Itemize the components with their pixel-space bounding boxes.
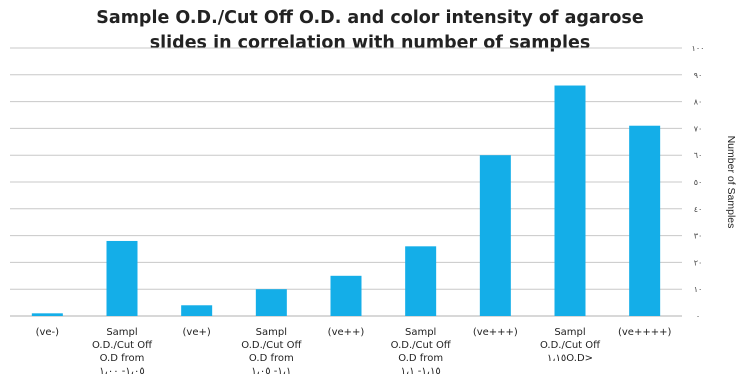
x-category-label: O.D from (398, 353, 443, 364)
x-category-label: (ve+++) (473, 327, 518, 338)
y-tick-label: ٢٠ (694, 258, 703, 267)
y-tick-label: ٣٠ (694, 232, 703, 241)
x-category-label: Sampl (106, 327, 137, 338)
bar (31, 313, 63, 316)
x-category-label: O.D./Cut Off (391, 340, 452, 351)
x-category-label: Sampl (554, 327, 585, 338)
x-category-label: Sampl (405, 327, 436, 338)
x-category-label: O.D./Cut Off (241, 340, 302, 351)
y-axis-ticks: ٠ ١٠ ٢٠ ٣٠ ٤٠ ٥٠ ٦٠ ٧٠ ٨٠ ٩٠ ١٠٠ (692, 44, 705, 321)
chart-title-line-1: Sample O.D./Cut Off O.D. and color inten… (96, 8, 644, 28)
x-category-label: O.D from (100, 353, 145, 364)
x-category-label: O.D from (249, 353, 294, 364)
x-category-label: (ve++) (328, 327, 365, 338)
y-tick-label: ٨٠ (694, 98, 703, 107)
x-category-label: ١،٠٥- ١،٠٠ (99, 366, 144, 377)
y-tick-label: ٦٠ (694, 151, 703, 160)
x-category-label: ١،١٥- ١،١ (401, 366, 441, 377)
y-tick-label: ٤٠ (694, 205, 703, 214)
x-category-label: O.D./Cut Off (92, 340, 153, 351)
y-tick-label: ١٠ (694, 285, 703, 294)
x-category-label: O.D./Cut Off (540, 340, 601, 351)
x-category-label: ١،١٥O.D> (547, 353, 593, 364)
bar (255, 289, 287, 316)
y-tick-label: ٧٠ (694, 124, 703, 133)
chart-title-line-2: slides in correlation with number of sam… (150, 33, 591, 53)
bar (405, 246, 437, 316)
x-category-label: (ve++++) (618, 327, 671, 338)
x-category-label: Sampl (256, 327, 287, 338)
chart-title: Sample O.D./Cut Off O.D. and color inten… (96, 8, 644, 53)
bar (330, 275, 362, 316)
bar (479, 155, 511, 316)
bar (629, 125, 661, 316)
x-axis-labels: (ve-) Sampl O.D./Cut Off O.D from ١،٠٥- ١،٠٠… (36, 327, 672, 377)
y-tick-label: ٠ (696, 312, 700, 321)
bar (181, 305, 213, 316)
y-tick-label: ٥٠ (694, 178, 703, 187)
x-category-label: (ve-) (36, 327, 60, 338)
bars (31, 85, 661, 317)
y-axis-label: Number of Samples (725, 136, 737, 229)
y-tick-label: ٩٠ (694, 71, 703, 80)
y-tick-label: ١٠٠ (692, 44, 705, 53)
bar (554, 85, 586, 317)
bar (106, 240, 138, 316)
x-category-label: (ve+) (183, 327, 211, 338)
x-category-label: ١،١- ١،٠٥ (251, 366, 291, 377)
